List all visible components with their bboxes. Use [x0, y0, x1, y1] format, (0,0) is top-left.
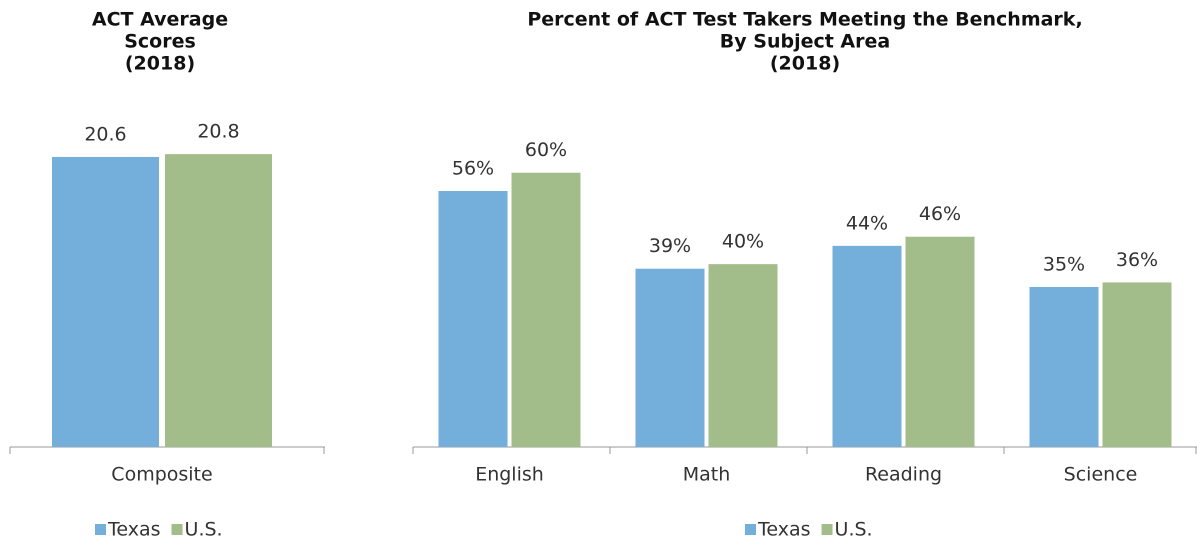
legend-label: Texas	[107, 519, 161, 541]
bar	[635, 268, 705, 447]
legend-swatch	[171, 524, 183, 535]
bar	[165, 154, 272, 448]
x-tick-label: Math	[683, 464, 731, 486]
value-label: 44%	[846, 212, 888, 234]
value-label: 20.6	[84, 123, 126, 145]
x-tick-label: English	[475, 464, 544, 486]
legend-swatch	[95, 524, 106, 535]
chart-title: (2018)	[770, 53, 840, 75]
chart-title: Percent of ACT Test Takers Meeting the B…	[527, 9, 1082, 31]
x-tick-label: Reading	[865, 464, 942, 486]
value-label: 46%	[919, 203, 961, 225]
chart-title: Scores	[124, 31, 196, 53]
bar	[438, 191, 508, 447]
value-label: 40%	[722, 231, 764, 253]
bar	[1029, 287, 1099, 447]
chart-title: By Subject Area	[720, 31, 890, 53]
value-label: 60%	[525, 139, 567, 161]
legend-swatch	[745, 524, 756, 535]
chart-title: (2018)	[125, 53, 195, 75]
legend-label: U.S.	[185, 519, 223, 541]
x-tick-label: Composite	[111, 464, 212, 486]
legend-swatch	[821, 524, 833, 535]
legend-label: Texas	[757, 519, 811, 541]
chart-title: ACT Average	[92, 9, 228, 31]
value-label: 36%	[1116, 249, 1158, 271]
value-label: 35%	[1043, 254, 1085, 276]
bar	[832, 245, 902, 447]
bar	[511, 172, 581, 447]
value-label: 20.8	[197, 121, 239, 143]
value-label: 56%	[452, 158, 494, 180]
legend-label: U.S.	[835, 519, 873, 541]
value-label: 39%	[649, 235, 691, 257]
bar	[52, 156, 159, 447]
x-tick-label: Science	[1064, 464, 1138, 486]
bar	[905, 236, 975, 447]
bar	[1102, 282, 1172, 447]
bar	[708, 264, 778, 447]
